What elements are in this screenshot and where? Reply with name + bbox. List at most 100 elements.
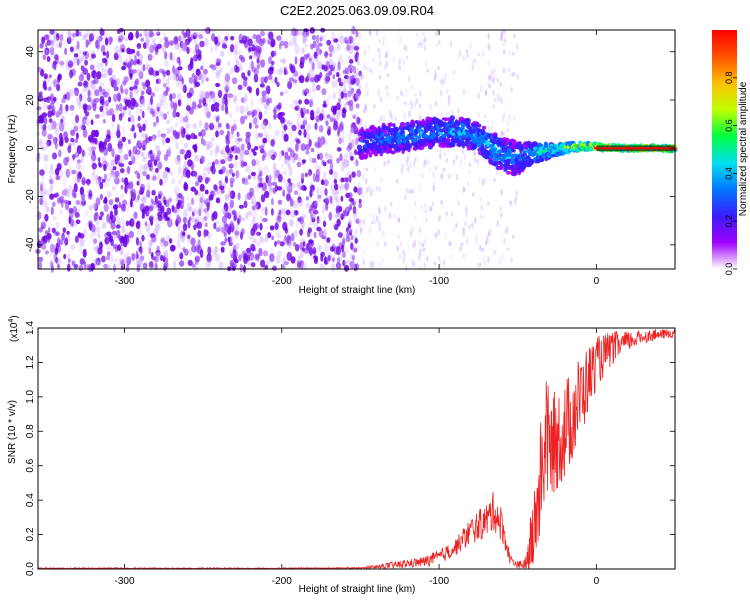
noise-speckle <box>39 42 44 49</box>
noise-speckle <box>346 153 350 159</box>
noise-speckle <box>82 85 87 93</box>
noise-speckle <box>318 152 324 161</box>
noise-speckle <box>387 158 390 165</box>
noise-speckle <box>459 246 462 252</box>
noise-speckle <box>305 150 310 155</box>
noise-speckle <box>233 160 239 169</box>
noise-speckle <box>330 183 334 188</box>
noise-speckle <box>179 115 185 124</box>
noise-speckle <box>228 99 232 104</box>
noise-speckle <box>55 231 60 237</box>
noise-speckle <box>232 124 237 131</box>
noise-speckle <box>189 190 194 200</box>
noise-speckle <box>139 245 143 255</box>
noise-speckle <box>467 180 470 188</box>
noise-speckle <box>447 100 451 106</box>
noise-speckle <box>43 189 50 196</box>
noise-speckle <box>130 152 135 161</box>
noise-speckle <box>40 180 45 190</box>
noise-speckle <box>368 212 371 217</box>
noise-speckle <box>505 226 509 234</box>
noise-speckle <box>230 219 236 228</box>
noise-speckle <box>287 178 291 184</box>
noise-speckle <box>274 222 279 231</box>
noise-speckle <box>156 43 162 49</box>
noise-speckle <box>327 93 332 101</box>
noise-speckle <box>337 73 340 78</box>
noise-speckle <box>99 95 105 104</box>
noise-speckle <box>125 99 129 107</box>
noise-speckle <box>430 205 433 212</box>
noise-speckle <box>104 37 109 46</box>
noise-speckle <box>206 260 212 267</box>
noise-speckle <box>355 137 359 146</box>
noise-speckle <box>349 75 354 82</box>
noise-speckle <box>202 73 207 79</box>
noise-speckle <box>308 239 314 244</box>
noise-speckle <box>347 76 351 85</box>
noise-speckle <box>354 52 359 60</box>
noise-speckle <box>431 201 435 207</box>
noise-speckle <box>116 230 122 240</box>
noise-speckle <box>117 38 123 43</box>
noise-speckle <box>394 116 397 121</box>
noise-speckle <box>39 197 43 206</box>
noise-speckle <box>254 52 258 59</box>
noise-speckle <box>156 31 161 36</box>
noise-speckle <box>67 184 73 192</box>
spectrogram-x-tick-label: -300 <box>114 276 134 287</box>
noise-speckle <box>358 35 361 41</box>
noise-speckle <box>492 68 496 75</box>
noise-speckle <box>203 216 208 222</box>
noise-speckle <box>262 137 268 144</box>
noise-speckle <box>304 172 309 177</box>
noise-speckle <box>508 51 512 56</box>
noise-speckle <box>38 140 44 148</box>
noise-speckle <box>82 129 88 138</box>
noise-speckle <box>155 102 162 111</box>
noise-speckle <box>355 77 360 86</box>
noise-speckle <box>456 115 459 119</box>
noise-speckle <box>173 186 179 195</box>
noise-speckle <box>149 32 155 37</box>
noise-speckle <box>468 225 471 230</box>
noise-speckle <box>320 254 324 262</box>
noise-speckle <box>209 90 213 96</box>
noise-speckle <box>265 102 271 111</box>
noise-speckle <box>413 239 417 248</box>
noise-speckle <box>346 159 350 168</box>
noise-speckle <box>190 237 196 246</box>
noise-speckle <box>467 168 471 175</box>
noise-speckle <box>475 233 478 241</box>
noise-speckle <box>439 152 442 160</box>
noise-speckle <box>64 201 70 211</box>
noise-speckle <box>48 118 53 124</box>
noise-speckle <box>494 249 497 255</box>
noise-speckle <box>53 105 57 114</box>
noise-speckle <box>353 247 358 253</box>
noise-speckle <box>90 172 95 180</box>
noise-speckle <box>154 86 159 93</box>
noise-speckle <box>398 58 401 66</box>
noise-speckle <box>203 37 209 47</box>
noise-speckle <box>94 257 99 267</box>
noise-speckle <box>63 131 68 140</box>
noise-speckle <box>225 87 229 96</box>
noise-speckle <box>302 37 307 42</box>
noise-speckle <box>235 170 240 179</box>
noise-speckle <box>243 149 250 156</box>
noise-speckle <box>317 194 322 199</box>
noise-speckle <box>481 247 485 253</box>
noise-speckle <box>249 122 252 130</box>
noise-speckle <box>348 45 354 55</box>
noise-speckle <box>292 99 299 105</box>
noise-speckle <box>234 154 238 161</box>
noise-speckle <box>282 221 288 231</box>
noise-speckle <box>432 180 436 185</box>
noise-speckle <box>275 169 280 178</box>
noise-speckle <box>215 220 219 225</box>
noise-speckle <box>70 244 76 251</box>
noise-speckle <box>46 96 53 101</box>
noise-speckle <box>155 252 161 258</box>
noise-speckle <box>422 162 426 169</box>
